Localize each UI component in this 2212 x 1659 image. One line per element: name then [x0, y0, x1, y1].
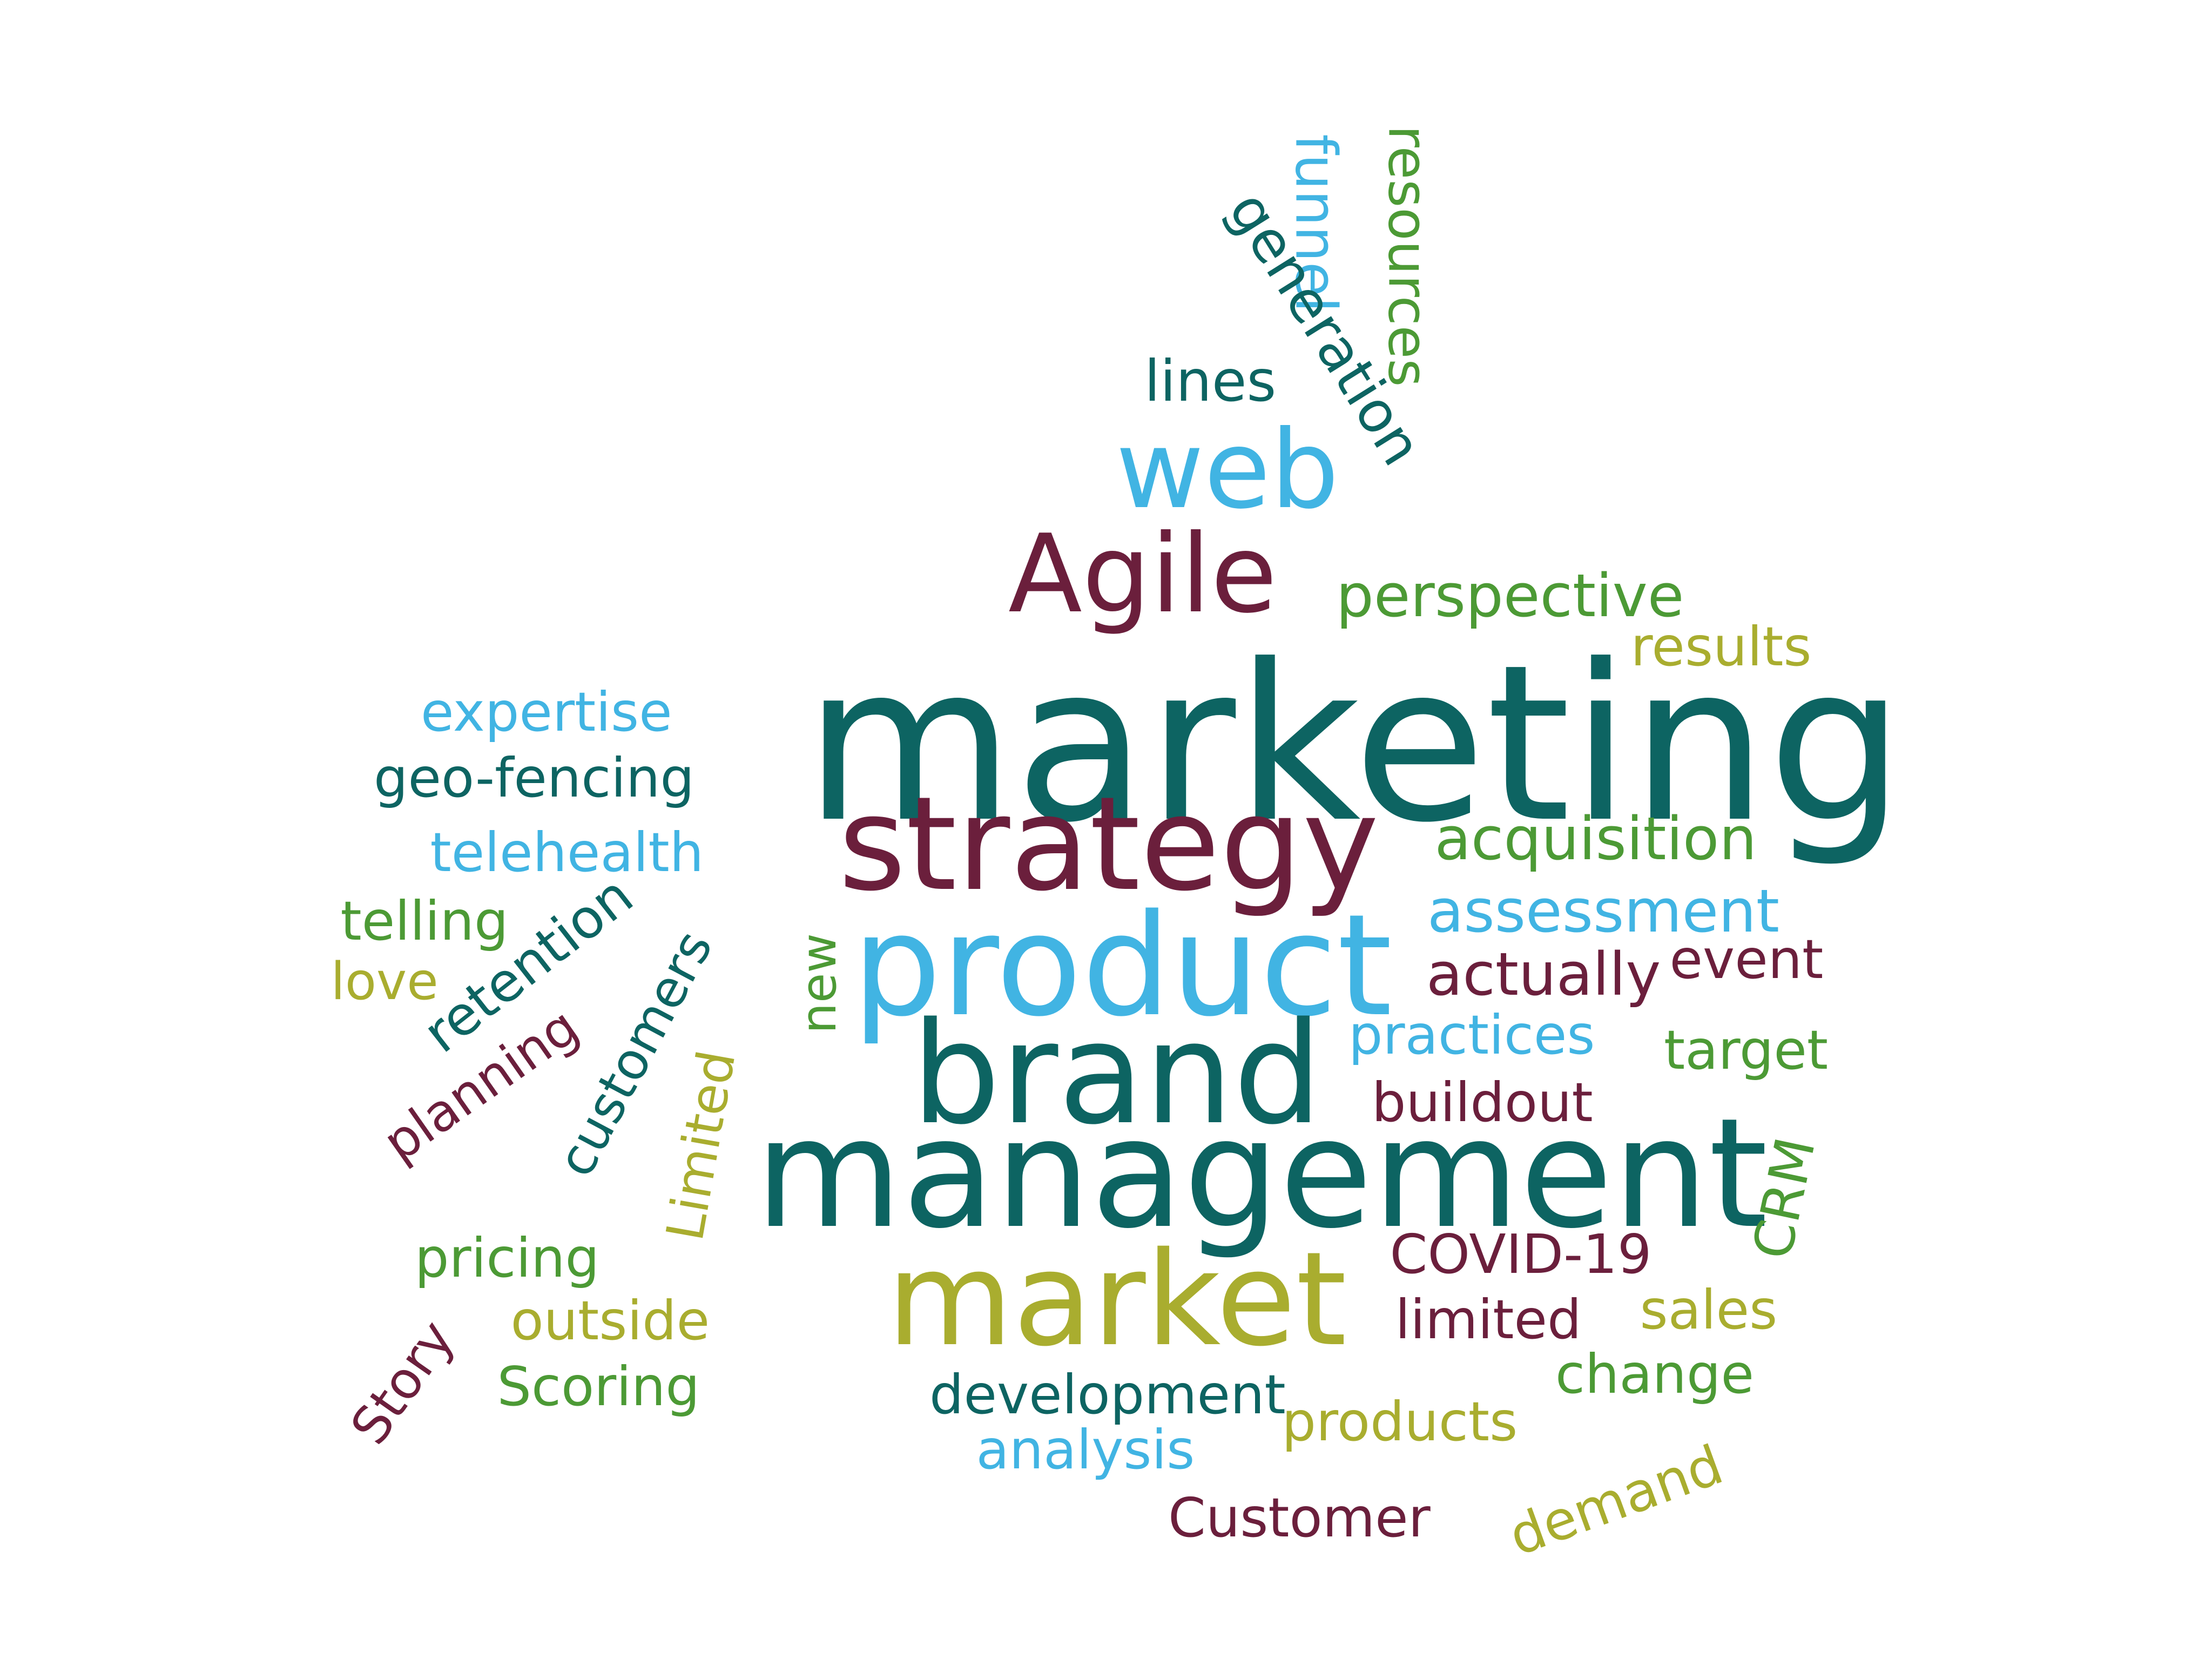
word-expertise: expertise — [421, 680, 672, 744]
word-telling: telling — [340, 889, 509, 953]
word-actually: actually — [1426, 940, 1661, 1009]
word-resources: resources — [1375, 125, 1439, 387]
word-assessment: assessment — [1427, 876, 1779, 946]
word-acquisition: acquisition — [1434, 804, 1757, 873]
word-development: development — [929, 1363, 1286, 1426]
word-new: new — [791, 933, 848, 1034]
word-practices: practices — [1348, 1003, 1595, 1067]
word-sales: sales — [1640, 1278, 1778, 1341]
word-pricing: pricing — [415, 1226, 599, 1290]
word-perspective: perspective — [1336, 561, 1684, 630]
word-outside: outside — [510, 1289, 710, 1352]
word-covid-19: COVID-19 — [1390, 1223, 1652, 1286]
word-analysis: analysis — [976, 1418, 1195, 1481]
word-brand: brand — [911, 993, 1323, 1156]
word-buildout: buildout — [1372, 1071, 1593, 1134]
word-market: market — [887, 1224, 1347, 1375]
word-geo-fencing: geo-fencing — [374, 746, 694, 810]
word-management: management — [755, 1086, 1768, 1262]
word-love: love — [331, 952, 439, 1011]
word-products: products — [1282, 1390, 1518, 1453]
word-change: change — [1555, 1343, 1755, 1406]
word-product: product — [852, 885, 1393, 1048]
word-event: event — [1669, 928, 1824, 991]
word-web: web — [1116, 407, 1339, 533]
word-target: target — [1664, 1019, 1829, 1082]
word-limited: Limited — [655, 1046, 747, 1245]
word-scoring: Scoring — [497, 1355, 700, 1418]
word-telehealth: telehealth — [430, 821, 704, 884]
word-lines: lines — [1144, 348, 1277, 414]
word-story: Story — [339, 1310, 466, 1455]
word-demand: demand — [1500, 1433, 1731, 1568]
word-agile: Agile — [1008, 511, 1277, 637]
word-strategy: strategy — [838, 768, 1379, 920]
word-marketing: marketing — [804, 619, 1905, 870]
word-results: results — [1630, 615, 1812, 678]
word-limited: limited — [1395, 1288, 1582, 1351]
word-customer: Customer — [1168, 1486, 1431, 1549]
